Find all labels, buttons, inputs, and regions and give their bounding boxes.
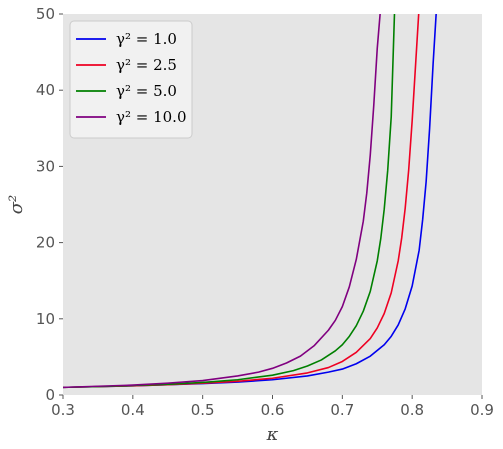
y-tick-label: 40 bbox=[36, 81, 55, 99]
series-line-3 bbox=[63, 14, 396, 389]
y-tick-label: 20 bbox=[36, 234, 55, 252]
legend-box bbox=[69, 20, 193, 139]
legend-label: γ² = 1.0 bbox=[116, 30, 177, 48]
legend-label: γ² = 10.0 bbox=[116, 108, 186, 126]
x-tick-label: 0.6 bbox=[261, 401, 285, 419]
x-axis-label: κ bbox=[266, 424, 279, 445]
legend: γ² = 1.0 γ² = 2.5 γ² = 5.0 γ² = 10.0 bbox=[69, 20, 193, 139]
x-tick-label: 0.4 bbox=[121, 401, 145, 419]
x-tick-label: 0.3 bbox=[51, 401, 75, 419]
y-tick-label: 30 bbox=[36, 157, 55, 175]
y-tick-label: 50 bbox=[36, 5, 55, 23]
y-tick-label: 0 bbox=[45, 386, 55, 404]
legend-label: γ² = 2.5 bbox=[116, 56, 177, 74]
series-lines bbox=[63, 14, 437, 389]
x-axis: 0.3 0.4 0.5 0.6 0.7 0.8 0.9 bbox=[51, 395, 494, 419]
y-axis-label: σ² bbox=[6, 195, 27, 215]
series-line-4 bbox=[63, 14, 381, 389]
x-tick-label: 0.8 bbox=[400, 401, 424, 419]
y-axis: 0 10 20 30 40 50 bbox=[36, 5, 63, 404]
x-tick-label: 0.7 bbox=[330, 401, 354, 419]
y-tick-label: 10 bbox=[36, 310, 55, 328]
x-tick-label: 0.9 bbox=[470, 401, 494, 419]
legend-label: γ² = 5.0 bbox=[116, 82, 177, 100]
x-tick-label: 0.5 bbox=[191, 401, 215, 419]
